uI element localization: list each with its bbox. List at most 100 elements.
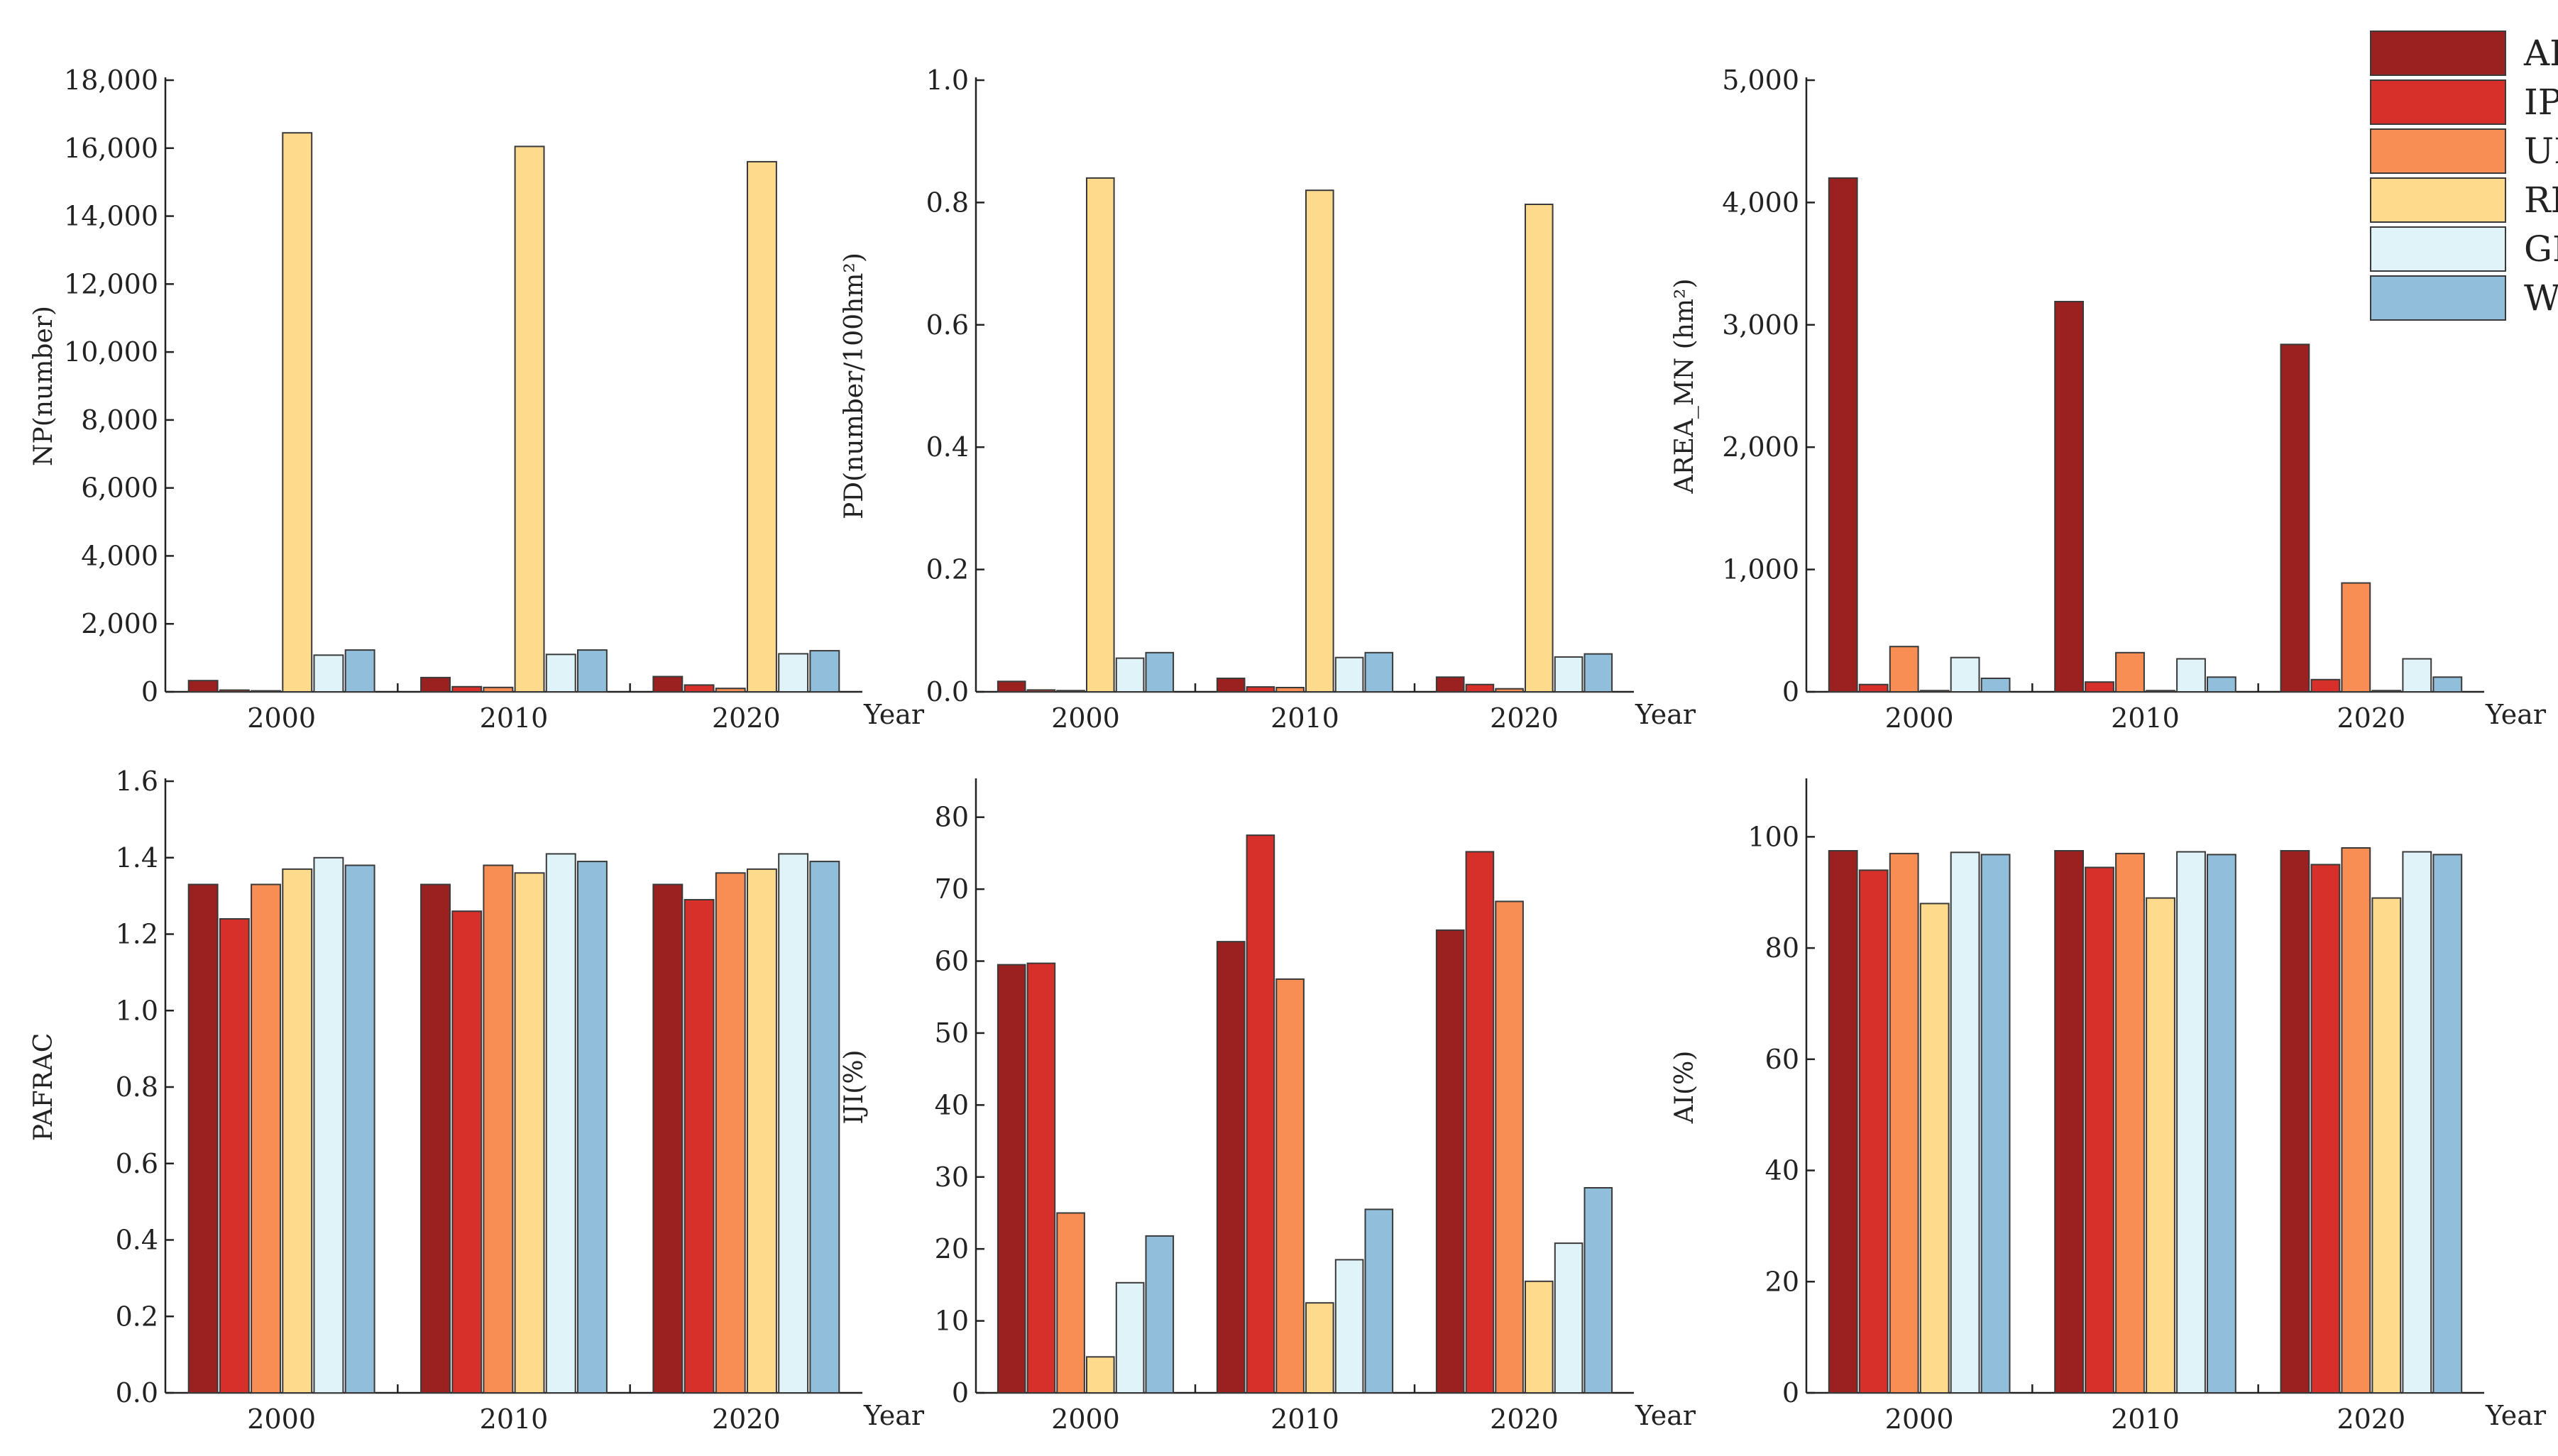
y-axis-label: AI(%) — [1670, 1051, 1699, 1125]
bar-uls-2000 — [1056, 1212, 1085, 1394]
x-category-label: 2010 — [2111, 1403, 2180, 1435]
bar-wes-2020 — [809, 861, 840, 1394]
legend-label-uls: ULS — [2524, 131, 2558, 172]
y-tick-label: 3,000 — [1722, 309, 1799, 341]
bar-aps-2000 — [1828, 177, 1858, 693]
bar-ips-2010 — [1246, 834, 1275, 1394]
y-tick-label: 0.8 — [926, 187, 969, 218]
bar-wes-2020 — [2432, 676, 2463, 693]
bar-uls-2010 — [2115, 651, 2145, 693]
bar-ges-2020 — [1554, 656, 1583, 693]
bar-ips-2010 — [451, 685, 483, 693]
y-tick-label: 0.6 — [116, 1148, 158, 1179]
bar-ips-2010 — [2085, 866, 2114, 1394]
bar-uls-2000 — [1056, 690, 1085, 693]
bar-wes-2000 — [344, 864, 375, 1394]
legend-label-ges: GES — [2524, 228, 2558, 270]
x-category-label: 2020 — [1490, 1403, 1559, 1435]
bar-ges-2010 — [2176, 851, 2206, 1394]
legend: APS IPS ULS RLS GES WES — [2370, 31, 2558, 321]
y-tick-label: 4,000 — [1722, 187, 1799, 218]
y-tick-label: 0.2 — [116, 1301, 158, 1332]
bar-rls-2000 — [1086, 177, 1115, 693]
legend-swatch-wes — [2370, 275, 2506, 321]
chart-panel-4: 0.0 0.2 0.4 0.6 0.8 1.0 1.2 1.4 1.6 PAFRAC 2000 201… — [29, 766, 925, 1435]
y-tick-label: 1,000 — [1722, 554, 1799, 585]
bar-uls-2010 — [483, 686, 514, 693]
bar-ips-2000 — [1858, 869, 1889, 1394]
x-category-label: 2000 — [1051, 702, 1120, 734]
y-tick-label: 20 — [1765, 1266, 1799, 1297]
y-axis-label: IJI(%) — [840, 1049, 869, 1124]
y-tick-label: 18,000 — [64, 65, 158, 96]
legend-swatch-rls — [2370, 177, 2506, 223]
y-tick-label: 1.4 — [116, 842, 158, 873]
bar-rls-2020 — [747, 160, 777, 693]
bar-ges-2010 — [1334, 656, 1364, 693]
bar-wes-2000 — [344, 649, 375, 693]
bar-uls-2010 — [1275, 687, 1305, 693]
bar-aps-2020 — [652, 883, 684, 1394]
bar-aps-2020 — [1435, 929, 1465, 1394]
y-axis-label: NP(number) — [29, 306, 58, 466]
y-tick-label: 70 — [935, 873, 969, 905]
bar-ges-2000 — [1950, 851, 1980, 1394]
bar-rls-2020 — [2371, 690, 2402, 693]
bar-ips-2000 — [219, 918, 250, 1394]
bar-uls-2010 — [483, 864, 514, 1394]
bar-aps-2000 — [187, 680, 219, 693]
bar-uls-2020 — [2341, 582, 2371, 693]
legend-swatch-aps — [2370, 31, 2506, 76]
bar-wes-2000 — [1145, 651, 1175, 693]
bar-wes-2010 — [2207, 676, 2236, 693]
y-tick-label: 0.2 — [926, 554, 969, 585]
y-tick-label: 80 — [1765, 932, 1799, 964]
bar-wes-2010 — [577, 861, 608, 1394]
y-axis-label: AREA_MN (hm²) — [1670, 278, 1699, 494]
y-tick-label: 6,000 — [81, 473, 158, 504]
x-category-label: 2000 — [1051, 1403, 1120, 1435]
y-tick-label: 20 — [935, 1233, 969, 1264]
bar-rls-2010 — [514, 145, 545, 693]
bar-uls-2000 — [251, 690, 282, 693]
bar-ips-2000 — [1026, 689, 1056, 693]
x-axis-label: Year — [863, 699, 925, 730]
bar-aps-2020 — [652, 675, 684, 693]
y-axis-label: PD(number/100hm²) — [840, 253, 869, 519]
bar-wes-2020 — [2432, 854, 2463, 1394]
bar-rls-2000 — [282, 868, 313, 1394]
y-tick-label: 0.0 — [116, 1377, 158, 1408]
bar-rls-2020 — [1525, 204, 1554, 693]
y-tick-label: 60 — [935, 946, 969, 977]
bar-wes-2020 — [1583, 653, 1613, 693]
x-axis-label: Year — [863, 1400, 925, 1431]
y-tick-label: 0 — [141, 676, 158, 707]
y-tick-label: 80 — [935, 802, 969, 833]
bar-wes-2000 — [1980, 854, 2011, 1394]
bar-ges-2020 — [778, 853, 809, 1394]
bar-ips-2020 — [684, 684, 715, 693]
bar-rls-2010 — [514, 872, 545, 1394]
bar-ips-2020 — [2310, 864, 2341, 1394]
bar-ges-2000 — [313, 654, 344, 693]
bar-rls-2000 — [282, 132, 313, 693]
bar-aps-2010 — [2054, 301, 2084, 693]
bar-ges-2010 — [1334, 1259, 1364, 1394]
bar-wes-2010 — [1364, 1208, 1394, 1394]
bar-wes-2010 — [577, 649, 608, 693]
bar-ips-2010 — [451, 910, 483, 1394]
y-tick-label: 60 — [1765, 1044, 1799, 1075]
bar-aps-2000 — [997, 680, 1026, 693]
bar-ips-2020 — [2310, 678, 2341, 693]
bar-ges-2010 — [545, 653, 576, 693]
chart-panel-2: 0.0 0.2 0.4 0.6 0.8 1.0 PD(number/100hm²) 2000 2… — [840, 65, 1696, 734]
y-tick-label: 0.8 — [116, 1071, 158, 1103]
bar-rls-2010 — [2146, 897, 2175, 1394]
y-tick-label: 5,000 — [1722, 65, 1799, 96]
bar-wes-2010 — [2207, 854, 2236, 1394]
legend-swatch-ips — [2370, 79, 2506, 125]
bar-rls-2020 — [1525, 1280, 1554, 1394]
bar-rls-2000 — [1919, 690, 1950, 693]
bar-ges-2020 — [1554, 1242, 1583, 1394]
